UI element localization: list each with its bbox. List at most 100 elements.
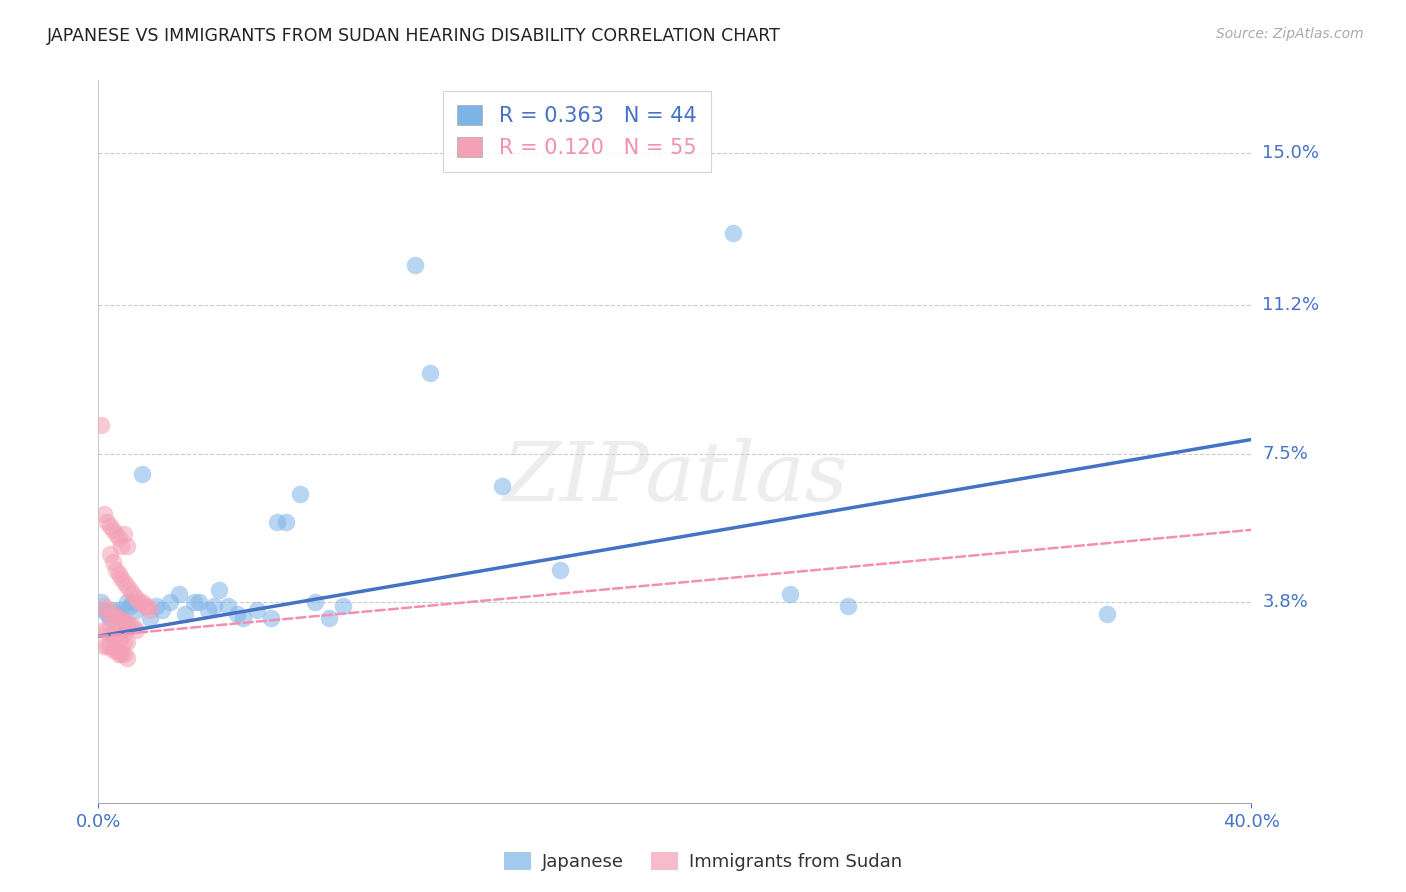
Point <box>246 603 269 617</box>
Point <box>125 603 148 617</box>
Point <box>98 519 121 533</box>
Text: 3.8%: 3.8% <box>1263 593 1308 611</box>
Point <box>110 615 132 630</box>
Point <box>104 526 127 541</box>
Point <box>110 611 132 625</box>
Point <box>104 563 127 577</box>
Point <box>112 635 135 649</box>
Point <box>290 487 312 501</box>
Point <box>98 607 121 622</box>
Point <box>548 563 571 577</box>
Point <box>721 226 744 240</box>
Point <box>107 648 129 662</box>
Point <box>225 607 247 622</box>
Point <box>107 632 129 646</box>
Point <box>183 595 205 609</box>
Point <box>304 595 326 609</box>
Point <box>1097 607 1119 622</box>
Point <box>125 623 148 637</box>
Point <box>93 623 115 637</box>
Point <box>125 591 148 606</box>
Legend: R = 0.363   N = 44, R = 0.120   N = 55: R = 0.363 N = 44, R = 0.120 N = 55 <box>443 91 711 172</box>
Point <box>120 599 142 614</box>
Point <box>208 583 231 598</box>
Point <box>197 603 219 617</box>
Point <box>136 599 159 614</box>
Point <box>98 639 121 653</box>
Point <box>128 595 150 609</box>
Point <box>96 603 118 617</box>
Point <box>107 611 129 625</box>
Point <box>112 615 135 630</box>
Point <box>134 599 156 614</box>
Point <box>117 615 139 630</box>
Point <box>112 575 135 590</box>
Point <box>117 595 139 609</box>
Point <box>96 515 118 529</box>
Point <box>93 603 115 617</box>
Legend: Japanese, Immigrants from Sudan: Japanese, Immigrants from Sudan <box>496 846 910 879</box>
Point <box>98 547 121 561</box>
Point <box>217 599 239 614</box>
Point <box>117 651 139 665</box>
Point <box>318 611 340 625</box>
Point <box>491 479 513 493</box>
Point <box>159 595 181 609</box>
Point <box>93 507 115 521</box>
Point <box>117 539 139 553</box>
Point <box>260 611 283 625</box>
Point <box>101 523 124 537</box>
Point <box>104 627 127 641</box>
Point <box>131 595 153 609</box>
Point <box>101 603 124 617</box>
Point <box>145 599 167 614</box>
Point <box>104 611 127 625</box>
Point <box>266 515 288 529</box>
Point <box>112 526 135 541</box>
Point <box>101 627 124 641</box>
Point <box>107 567 129 582</box>
Point <box>96 623 118 637</box>
Point <box>110 632 132 646</box>
Point <box>104 643 127 657</box>
Point <box>122 587 145 601</box>
Point <box>117 579 139 593</box>
Point <box>231 611 254 625</box>
Text: 11.2%: 11.2% <box>1263 296 1320 314</box>
Point <box>779 587 801 601</box>
Point <box>96 639 118 653</box>
Point <box>98 611 121 625</box>
Text: 7.5%: 7.5% <box>1263 444 1309 463</box>
Point <box>332 599 354 614</box>
Text: JAPANESE VS IMMIGRANTS FROM SUDAN HEARING DISABILITY CORRELATION CHART: JAPANESE VS IMMIGRANTS FROM SUDAN HEARIN… <box>46 27 780 45</box>
Point <box>188 595 211 609</box>
Point <box>120 583 142 598</box>
Point <box>93 639 115 653</box>
Point <box>112 615 135 630</box>
Point <box>110 648 132 662</box>
Point <box>101 607 124 622</box>
Point <box>174 607 197 622</box>
Point <box>122 595 145 609</box>
Point <box>837 599 859 614</box>
Text: 15.0%: 15.0% <box>1263 144 1319 161</box>
Point <box>104 607 127 622</box>
Point <box>202 599 225 614</box>
Point <box>117 635 139 649</box>
Point <box>101 555 124 569</box>
Point <box>274 515 297 529</box>
Point <box>110 571 132 585</box>
Point <box>120 619 142 633</box>
Point <box>150 603 173 617</box>
Text: Source: ZipAtlas.com: Source: ZipAtlas.com <box>1216 27 1364 41</box>
Point <box>110 539 132 553</box>
Point <box>107 603 129 617</box>
Point <box>101 643 124 657</box>
Point <box>112 648 135 662</box>
Point <box>419 366 441 380</box>
Point <box>98 627 121 641</box>
Point <box>167 587 190 601</box>
Point <box>139 611 162 625</box>
Text: ZIPatlas: ZIPatlas <box>502 438 848 517</box>
Point <box>122 619 145 633</box>
